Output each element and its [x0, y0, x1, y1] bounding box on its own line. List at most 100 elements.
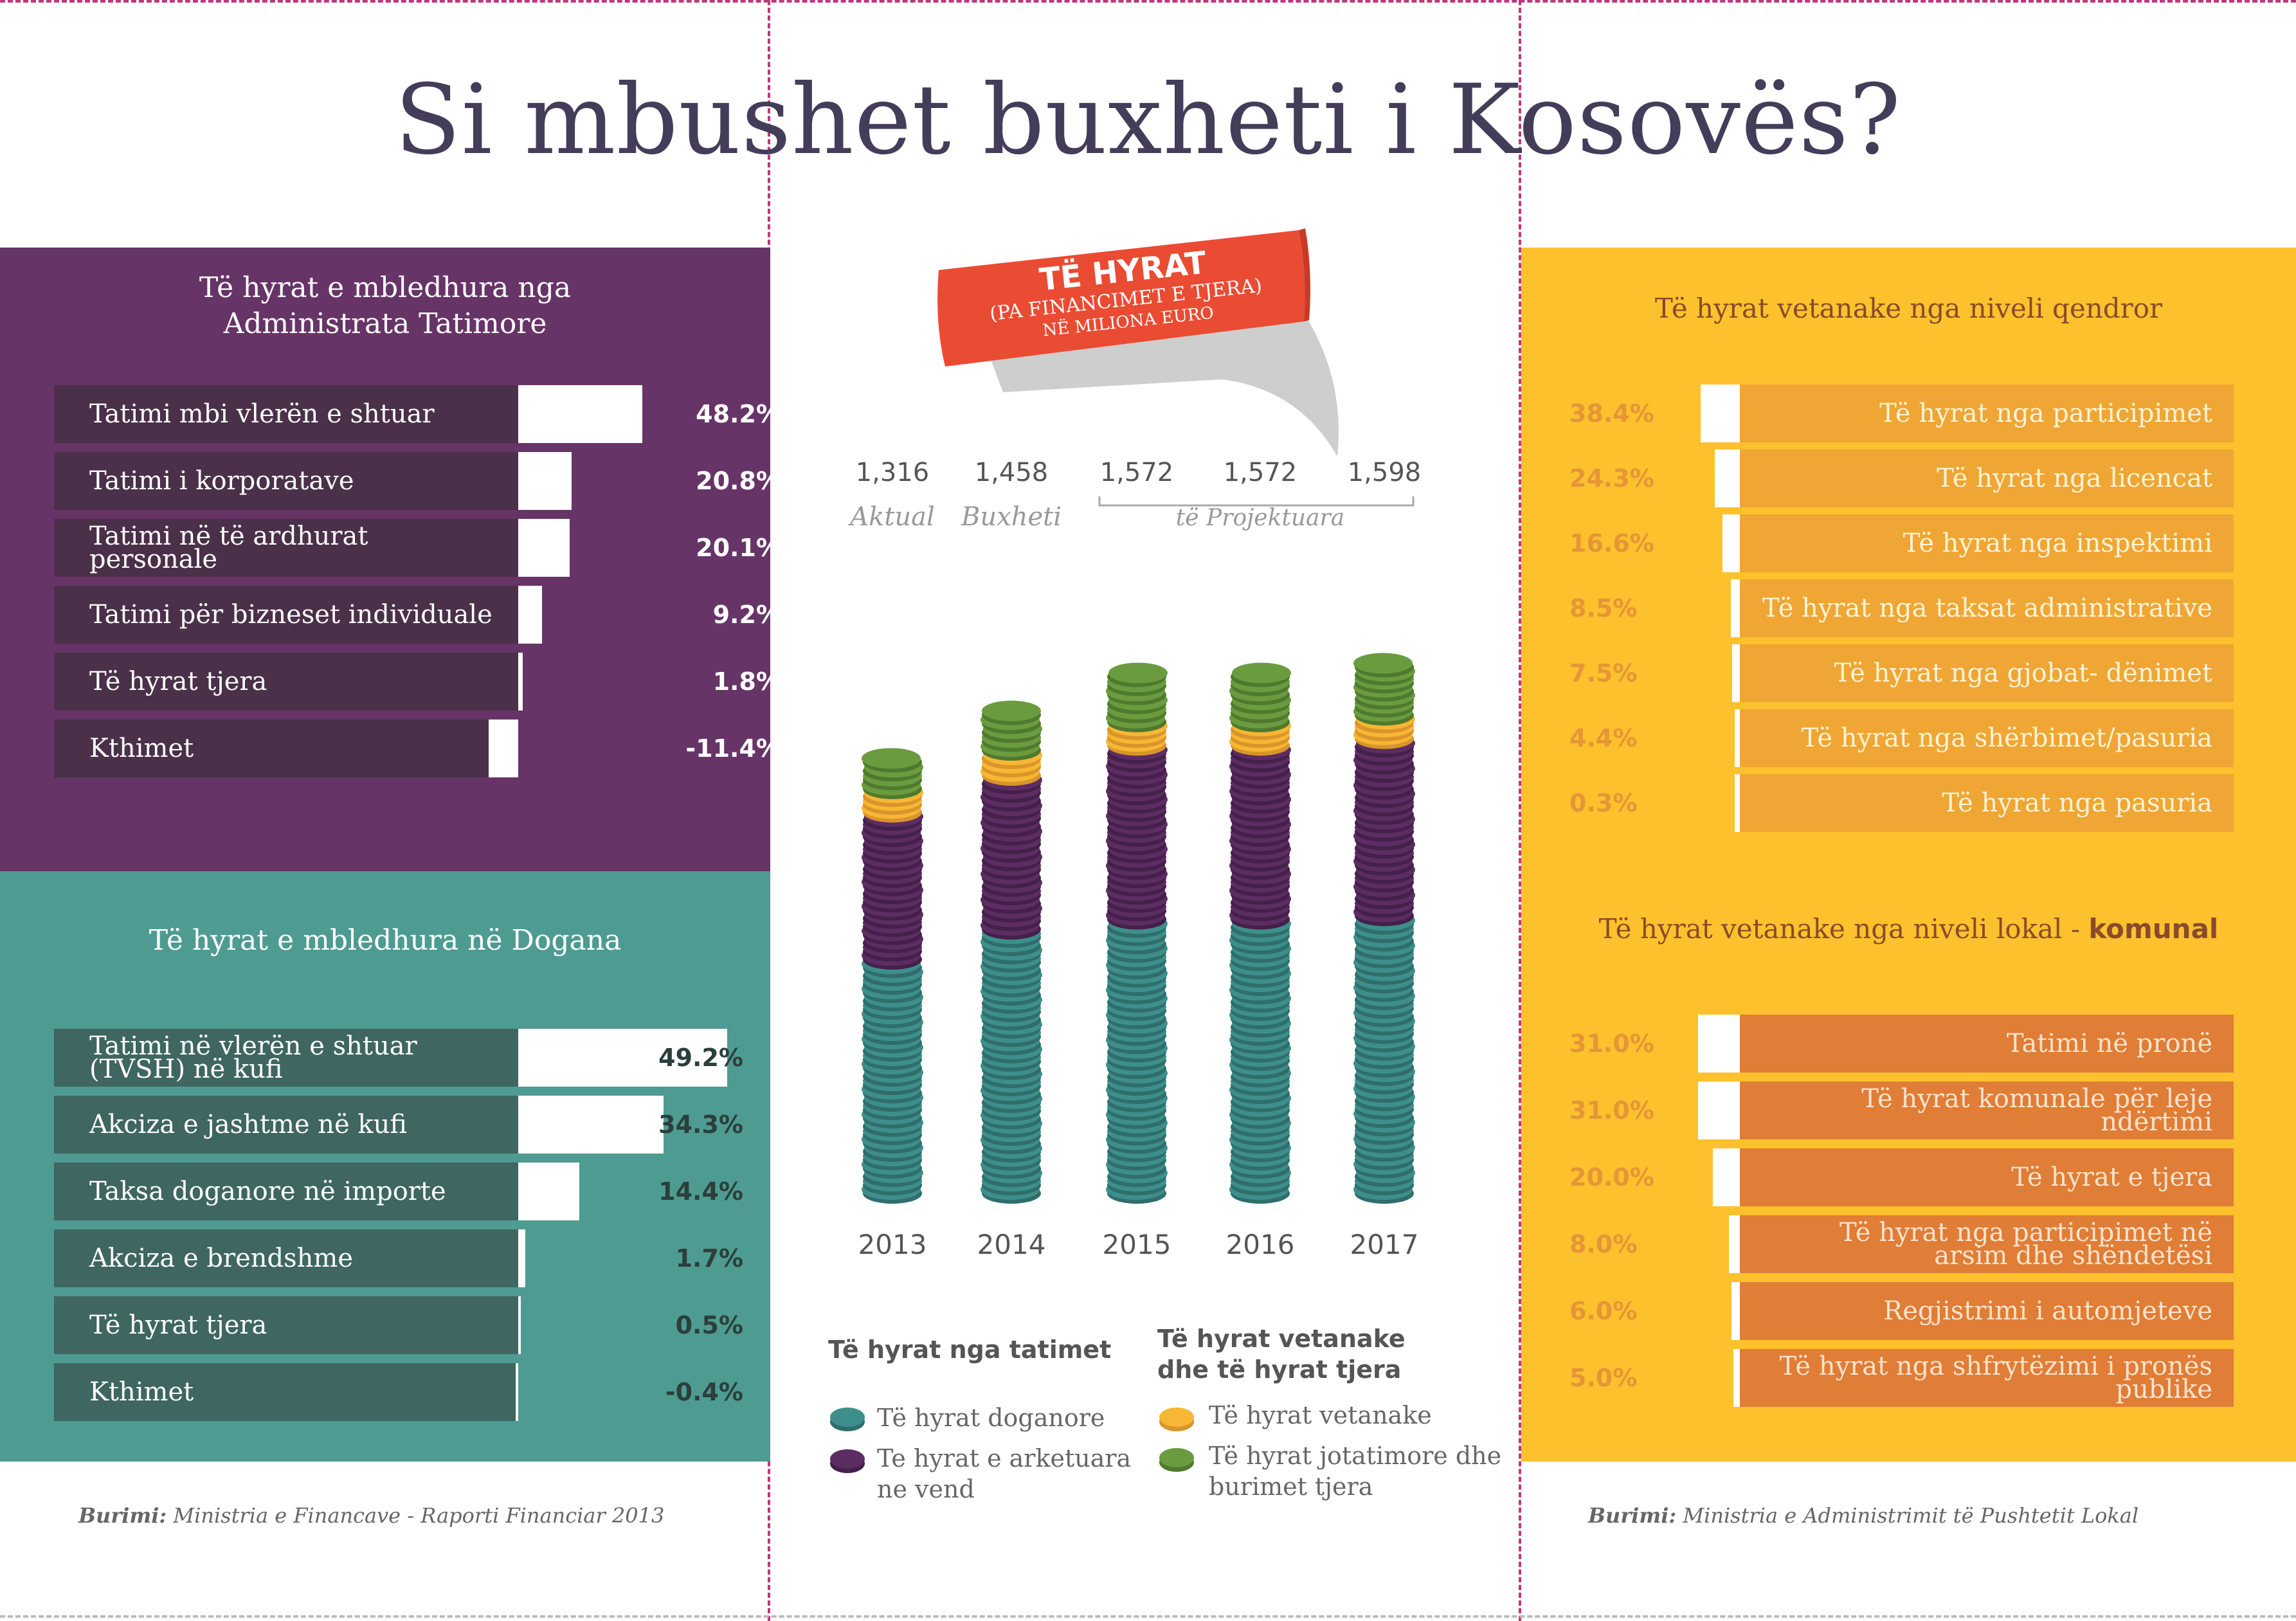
- bar-value: [1732, 644, 1740, 702]
- bar-value: [518, 586, 542, 644]
- legend-label-domestic: Te hyrat e arketuara ne vend: [877, 1443, 1131, 1505]
- year-label: 2014: [977, 1229, 1046, 1260]
- bar-label-box: [54, 452, 518, 510]
- bar-value: [518, 653, 523, 711]
- bar-percent: 20.8%: [696, 467, 781, 495]
- total-label: 1,316: [856, 458, 930, 487]
- legend-label-customs: Të hyrat doganore: [877, 1404, 1105, 1432]
- bar-label-box: [54, 586, 518, 644]
- coin-yellow-icon: [1159, 1408, 1194, 1431]
- coin-teal-icon: [830, 1408, 865, 1431]
- year-label: 2015: [1103, 1229, 1171, 1260]
- bar-label: Kthimet: [89, 734, 194, 763]
- bar-percent: 8.0%: [1569, 1230, 1638, 1258]
- source-left-text: Ministria e Financave - Raporti Financia…: [173, 1503, 665, 1528]
- bar-row: Tatimi mbi vlerën e shtuar 48.2%: [54, 385, 781, 443]
- bar-label: Tatimi në vlerën e shtuar (TVSH) në kufi: [89, 1031, 417, 1084]
- bar-percent: 24.3%: [1569, 464, 1654, 493]
- bar-label-box: [54, 653, 518, 711]
- legend-heading-own-line2: dhe të hyrat tjera: [1157, 1355, 1402, 1384]
- tax-admin-title-line1: Të hyrat e mbledhura nga: [199, 271, 572, 304]
- bar-label-box: [1740, 1282, 2234, 1340]
- bar-value: [1735, 709, 1740, 767]
- bar-value: [518, 1096, 664, 1154]
- bar-percent: 7.5%: [1569, 659, 1638, 687]
- coin: [982, 700, 1041, 721]
- local-level-title-main: Të hyrat vetanake nga niveli lokal -: [1598, 913, 2089, 945]
- bar-row: Tatimi i korporatave 20.8%: [54, 452, 781, 510]
- bar-label: Tatimi në pronë: [2006, 1029, 2212, 1058]
- bar-value: [1733, 1349, 1740, 1407]
- bar-percent: 14.4%: [658, 1177, 743, 1206]
- tax-admin-panel: Të hyrat e mbledhura nga Administrata Ta…: [0, 248, 781, 871]
- page-title: Si mbushet buxheti i Kosovës?: [394, 64, 1902, 176]
- coin-green-icon: [1159, 1448, 1194, 1472]
- bar-label-box: [1740, 579, 2234, 637]
- bar-label-box: [54, 1163, 518, 1220]
- total-label: 1,572: [1224, 458, 1297, 487]
- bar-label-box: [1740, 774, 2234, 832]
- bar-label: Të hyrat nga taksat administrative: [1762, 593, 2212, 623]
- bar-row: 38.4% Të hyrat nga participimet: [1521, 385, 2296, 442]
- status-actual-label: Aktual: [847, 502, 935, 532]
- total-label: 1,572: [1100, 458, 1174, 487]
- bar-label: Të hyrat nga shfrytëzimi i pronës publik…: [1779, 1352, 2212, 1404]
- bar-row: Të hyrat tjera 1.8%: [54, 653, 781, 711]
- bar-label: Të hyrat nga participimet në arsim dhe s…: [1839, 1218, 2212, 1271]
- central-level-title: Të hyrat vetanake nga niveli qendror: [1654, 293, 2163, 324]
- bar-label: Të hyrat komunale për leje ndërtimi: [1861, 1084, 2212, 1137]
- bar-row: 7.5% Të hyrat nga gjobat- dënimet: [1521, 644, 2296, 702]
- bar-label: Të hyrat nga gjobat- dënimet: [1834, 658, 2212, 688]
- source-left-label: Burimi:: [78, 1503, 167, 1528]
- legend-label-own: Të hyrat vetanake: [1209, 1401, 1432, 1429]
- bar-percent: 1.7%: [675, 1244, 743, 1272]
- coin: [862, 748, 921, 769]
- legend-heading-own-line1: Të hyrat vetanake: [1157, 1325, 1406, 1353]
- bar-value: [1731, 579, 1740, 637]
- bar-percent: 8.5%: [1569, 594, 1638, 622]
- bar-percent: 1.8%: [712, 667, 781, 696]
- coin: [1108, 662, 1168, 684]
- bar-row: 24.3% Të hyrat nga licencat: [1521, 449, 2296, 507]
- bar-label-box: [54, 1296, 518, 1354]
- customs-title: Të hyrat e mbledhura në Dogana: [149, 924, 622, 957]
- status-budget-label: Buxheti: [961, 502, 1062, 532]
- bar-value: [518, 452, 572, 510]
- revenue-ribbon: TË HYRAT (PA FINANCIMET E TJERA) NË MILI…: [926, 219, 1344, 476]
- bar-label-box: [54, 1229, 518, 1287]
- bar-row: Akciza e jashtme në kufi 34.3%: [54, 1096, 743, 1154]
- source-left: Burimi: Ministria e Financave - Raporti …: [78, 1503, 664, 1528]
- own-revenue-panel: Të hyrat vetanake nga niveli qendror 38.…: [1521, 248, 2296, 1462]
- bar-label-box: [54, 720, 489, 777]
- guide-line-top: [0, 0, 2296, 3]
- bar-percent: 4.4%: [1569, 724, 1638, 752]
- bar-row: 8.5% Të hyrat nga taksat administrative: [1521, 579, 2296, 637]
- bar-label: Taksa doganore në importe: [89, 1177, 446, 1206]
- local-level-title-bold: komunal: [2088, 913, 2219, 945]
- bar-percent: 5.0%: [1569, 1364, 1638, 1392]
- bar-label: Tatimi për bizneset individuale: [89, 600, 493, 629]
- tax-admin-title-line2: Administrata Tatimore: [223, 307, 547, 340]
- bar-label-box: [1740, 709, 2234, 767]
- legend-heading-tax: Të hyrat nga tatimet: [828, 1336, 1112, 1364]
- coin-purple-icon: [830, 1449, 865, 1473]
- bar-label-box: [54, 1363, 517, 1421]
- bar-label-box: [1740, 644, 2234, 702]
- guide-line-right: [1519, 0, 1521, 1621]
- bar-percent: 31.0%: [1569, 1029, 1654, 1058]
- bar-value: [1697, 1082, 1740, 1139]
- bar-label: Tatimi në të ardhurat personale: [89, 521, 368, 574]
- year-label: 2013: [858, 1229, 927, 1260]
- bar-row: Të hyrat tjera 0.5%: [54, 1296, 743, 1354]
- revenue-coin-chart: 2013 1,316 2014 1,458 2015 1,572 2016 1,572 2017…: [847, 458, 1421, 1260]
- bar-label: Të hyrat nga shërbimet/pasuria: [1801, 723, 2212, 753]
- bar-value: [518, 385, 642, 443]
- bar-row: Tatimi në të ardhurat personale 20.1%: [54, 519, 781, 577]
- bar-row: 6.0% Regjistrimi i automjeteve: [1521, 1282, 2296, 1340]
- bar-label: Të hyrat tjera: [89, 667, 267, 696]
- bar-label-box: [1740, 449, 2234, 507]
- bar-row: 4.4% Të hyrat nga shërbimet/pasuria: [1521, 709, 2296, 767]
- coin: [1232, 662, 1291, 684]
- bar-value: [1735, 774, 1740, 832]
- bar-label-box: [1740, 385, 2234, 442]
